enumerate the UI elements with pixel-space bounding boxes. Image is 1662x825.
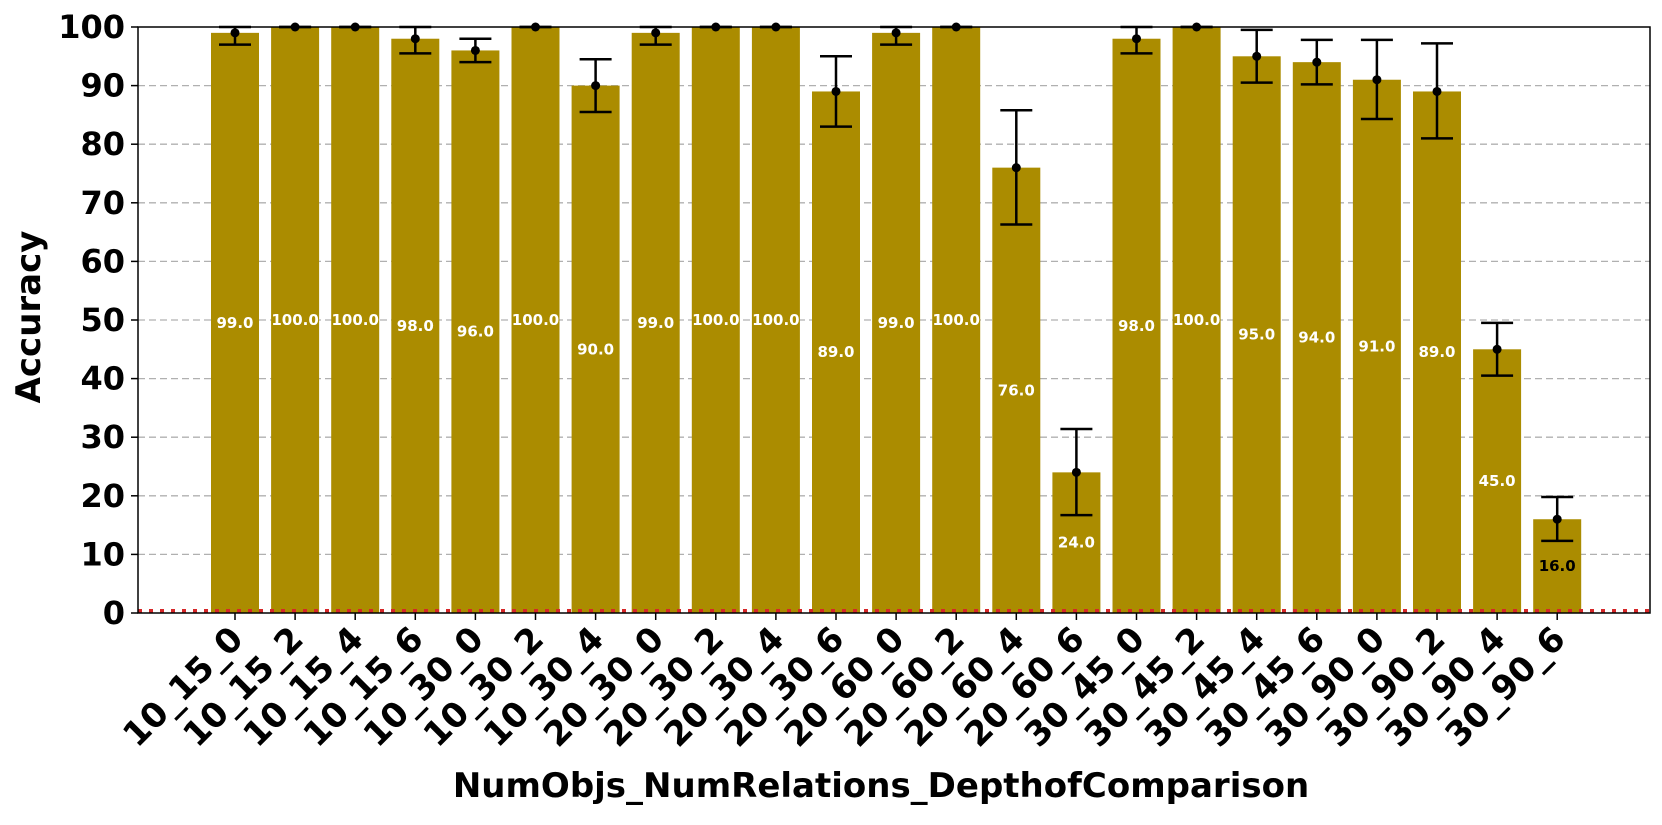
bar-value-label: 91.0 (1358, 337, 1395, 355)
bar (391, 38, 440, 614)
bar (331, 27, 380, 613)
bar-value-label: 100.0 (1173, 311, 1220, 329)
bar (751, 27, 800, 613)
y-tick-label: 20 (80, 477, 125, 515)
bar-value-label: 76.0 (998, 381, 1035, 399)
y-tick-label: 80 (80, 125, 125, 163)
mean-marker (1492, 344, 1502, 354)
mean-marker (1312, 57, 1322, 67)
bar-value-label: 98.0 (1118, 317, 1155, 335)
mean-marker (591, 81, 601, 91)
mean-marker (230, 28, 240, 38)
bar-value-label: 95.0 (1238, 326, 1275, 344)
bar (1413, 91, 1461, 613)
bar (1473, 349, 1522, 613)
bar-value-label: 24.0 (1058, 534, 1095, 552)
y-tick-label: 40 (80, 360, 125, 398)
bar-value-label: 89.0 (817, 343, 854, 361)
bar (812, 91, 860, 613)
bar-value-label: 99.0 (216, 314, 253, 332)
mean-marker (1011, 163, 1021, 173)
bar (271, 27, 320, 613)
bar (992, 167, 1041, 613)
y-tick-label: 50 (80, 301, 125, 339)
bar-value-label: 100.0 (331, 311, 378, 329)
bar-value-label: 16.0 (1539, 557, 1576, 575)
mean-marker (1132, 34, 1141, 44)
bar-value-label: 100.0 (692, 311, 739, 329)
mean-marker (1071, 467, 1081, 477)
bar-value-label: 94.0 (1298, 329, 1335, 347)
bar (691, 27, 740, 613)
bar-value-label: 99.0 (637, 314, 674, 332)
y-tick-label: 70 (80, 184, 125, 222)
bar (1292, 62, 1341, 614)
mean-marker (831, 86, 841, 96)
y-tick-label: 0 (103, 594, 125, 632)
bar-value-label: 89.0 (1418, 343, 1455, 361)
mean-marker (1252, 51, 1262, 61)
mean-marker (1552, 514, 1562, 524)
y-tick-label: 10 (80, 535, 125, 573)
bar-value-label: 98.0 (397, 317, 434, 335)
bar-value-label: 45.0 (1479, 472, 1516, 490)
mean-marker (651, 28, 661, 38)
mean-marker (410, 34, 420, 44)
bar-value-label: 90.0 (577, 340, 614, 358)
mean-marker (891, 28, 901, 38)
y-tick-label: 60 (80, 242, 125, 280)
bar-value-label: 99.0 (878, 314, 915, 332)
x-axis-title: NumObjs_NumRelations_DepthofComparison (453, 766, 1309, 806)
bar-value-label: 100.0 (512, 311, 559, 329)
y-tick-label: 30 (80, 418, 125, 456)
bar-value-label: 100.0 (752, 311, 799, 329)
bar (932, 27, 981, 613)
bar (1112, 38, 1161, 614)
bar-value-label: 100.0 (271, 311, 318, 329)
bar (1352, 79, 1401, 614)
bar (511, 27, 560, 613)
y-axis-title: Accuracy (9, 231, 49, 404)
y-tick-label: 90 (80, 67, 125, 105)
bar (631, 32, 680, 614)
y-tick-label: 100 (58, 8, 125, 46)
bar (1172, 27, 1221, 613)
bar (571, 85, 620, 614)
bar-value-label: 100.0 (932, 311, 979, 329)
mean-marker (470, 45, 480, 55)
bar-value-label: 96.0 (457, 323, 494, 341)
bar (451, 50, 500, 613)
mean-marker (1432, 86, 1442, 96)
bar (872, 32, 921, 614)
bar (211, 32, 259, 614)
mean-marker (1372, 75, 1382, 85)
bar (1232, 56, 1281, 614)
